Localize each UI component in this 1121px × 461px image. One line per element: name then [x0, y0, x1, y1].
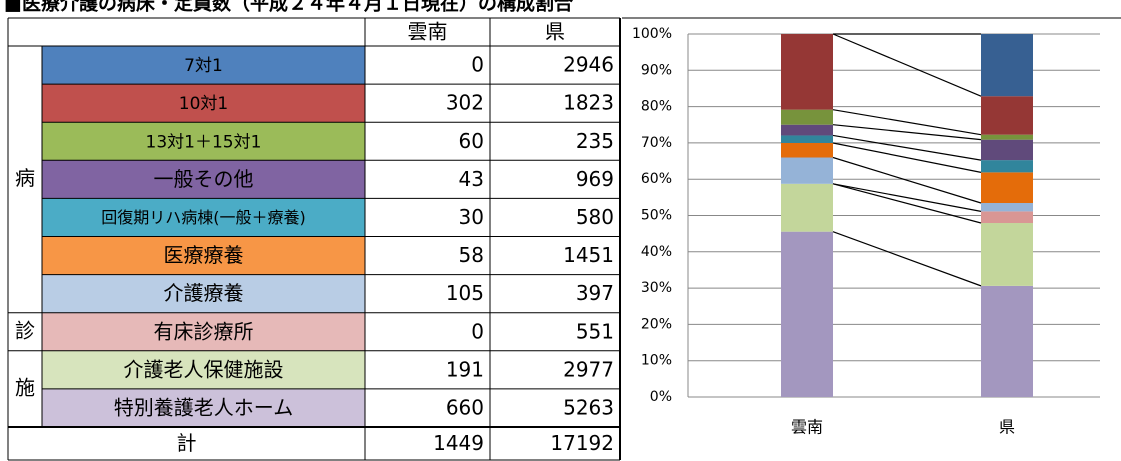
chart: 0% 10% 20% 30% 40% 50% 60% 70% 80% 90% 100% 雲南 県	[632, 26, 1100, 437]
row-label: 10対1	[179, 94, 228, 114]
series-connector	[832, 156, 982, 204]
y-tick-label: 90%	[641, 62, 672, 78]
cell-value: 43	[459, 167, 484, 191]
cell-value: 2946	[563, 53, 614, 77]
cell-value: 105	[446, 281, 484, 305]
bar-segment	[981, 34, 1033, 97]
bar-segment	[781, 183, 833, 232]
y-tick-label: 80%	[641, 99, 672, 115]
bar-segment	[781, 135, 833, 143]
bar-segment	[981, 203, 1033, 212]
y-tick-label: 30%	[641, 280, 672, 296]
column-header: 県	[545, 20, 565, 44]
series-connector	[832, 183, 982, 212]
bar-segment	[981, 172, 1033, 204]
cell-value: 30	[459, 205, 484, 229]
row-label: 医療療養	[164, 243, 244, 267]
bar-segment	[781, 142, 833, 158]
cell-value: 397	[576, 281, 614, 305]
row-color	[42, 46, 365, 85]
row-label: 有床診療所	[154, 319, 254, 343]
bar-segment	[981, 96, 1033, 135]
group-label: 診	[15, 318, 35, 342]
series-connector	[832, 33, 982, 97]
bar-segment	[781, 124, 833, 136]
y-tick-label: 100%	[632, 26, 672, 42]
bar-segment	[781, 231, 833, 397]
bar-segment	[981, 134, 1033, 140]
row-color	[42, 160, 365, 199]
cell-value: 969	[576, 167, 614, 191]
row-color	[42, 236, 365, 275]
y-tick-label: 50%	[641, 208, 672, 224]
bar-segment	[981, 160, 1033, 173]
total-value: 1449	[433, 431, 484, 455]
bar-segment	[981, 139, 1033, 161]
row-color	[42, 84, 365, 123]
cell-value: 1823	[563, 91, 614, 115]
cell-value: 60	[459, 129, 484, 153]
cell-value: 58	[459, 243, 484, 267]
y-tick-label: 60%	[641, 171, 672, 187]
total-label: 計	[177, 431, 197, 455]
y-tick-label: 20%	[641, 316, 672, 332]
cell-value: 660	[446, 395, 484, 419]
group-label: 施	[15, 375, 35, 399]
cell-value: 0	[471, 53, 484, 77]
row-label: 一般その他	[154, 167, 254, 191]
cell-value: 235	[576, 129, 614, 153]
row-label: 13対1＋15対1	[146, 132, 262, 152]
bar-segment	[981, 223, 1033, 286]
bar-segment	[781, 34, 833, 110]
series-connector	[832, 231, 982, 287]
y-tick-label: 10%	[641, 353, 672, 369]
row-color	[42, 350, 365, 389]
cell-value: 551	[576, 319, 614, 343]
x-tick-label: 県	[999, 418, 1015, 437]
row-color	[42, 312, 365, 351]
column-header: 雲南	[408, 20, 448, 44]
y-tick-label: 70%	[641, 135, 672, 151]
y-tick-label: 40%	[641, 244, 672, 260]
bar-segment	[781, 109, 833, 125]
cell-value: 191	[446, 357, 484, 381]
series-connector	[832, 109, 982, 136]
series-connector	[832, 142, 982, 173]
series-connector	[832, 183, 982, 224]
bar-segment	[781, 157, 833, 184]
y-tick-label: 0%	[650, 389, 672, 405]
series-connector	[832, 124, 982, 141]
cell-value: 0	[471, 319, 484, 343]
x-tick-label: 雲南	[791, 418, 823, 437]
cell-value: 1451	[563, 243, 614, 267]
row-color	[42, 122, 365, 161]
group-label: 病	[15, 166, 35, 190]
row-color	[42, 388, 365, 427]
row-label: 特別養護老人ホーム	[114, 395, 293, 419]
cell-value: 2977	[563, 357, 614, 381]
row-color	[42, 198, 365, 237]
total-value: 17192	[550, 431, 614, 455]
cell-value: 580	[576, 205, 614, 229]
page-title: ■医療介護の病床・定員数（平成２４年４月１日現在）の構成割合	[4, 0, 574, 15]
row-label: 回復期リハ病棟(一般＋療養)	[101, 208, 306, 227]
row-color	[42, 274, 365, 313]
row-label: 介護老人保健施設	[124, 357, 284, 381]
cell-value: 302	[446, 91, 484, 115]
row-label: 7対1	[184, 56, 223, 76]
bar-segment	[981, 211, 1033, 224]
row-label: 介護療養	[164, 281, 244, 305]
series-connector	[832, 134, 982, 161]
bar-segment	[981, 285, 1033, 397]
cell-value: 5263	[563, 395, 614, 419]
